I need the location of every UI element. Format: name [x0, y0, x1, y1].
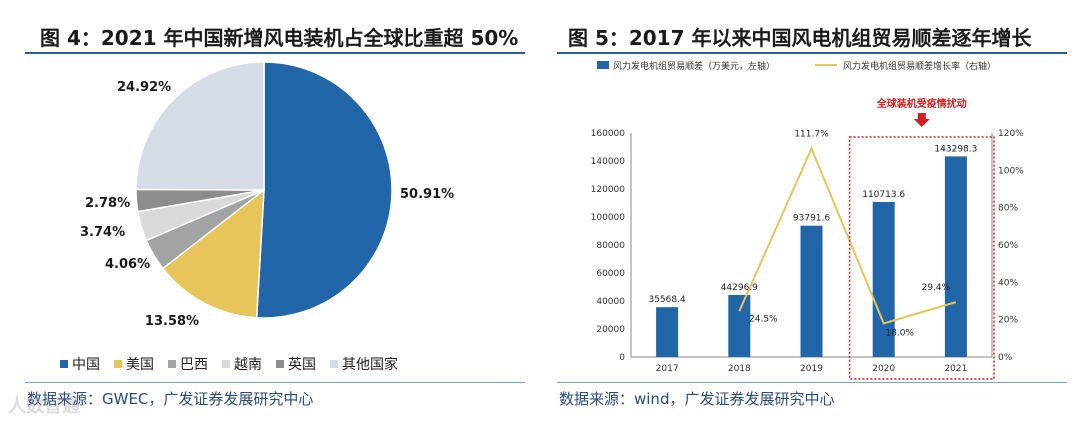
category-label-2017: 2017	[656, 364, 679, 374]
left-tick-label: 100000	[591, 213, 626, 223]
pie-legend-item-0: 中国	[60, 354, 100, 374]
pie-legend-item-1: 美国	[114, 354, 154, 374]
growth-label-2018: 24.5%	[749, 314, 778, 324]
bar-value-label-2021: 143298.3	[934, 144, 977, 154]
pie-legend-label-1: 美国	[126, 357, 154, 373]
growth-label-2019: 111.7%	[794, 129, 829, 139]
left-tick-label: 160000	[591, 129, 626, 139]
bar-value-label-2019: 93791.6	[793, 214, 830, 224]
pie-legend-swatch-4	[276, 360, 284, 368]
bar-source-note: 数据来源：wind，广发证券发展研究中心	[559, 390, 835, 408]
pie-slice-5	[135, 61, 265, 191]
pie-slice-1	[161, 188, 265, 319]
bar-2018	[728, 294, 751, 357]
pie-slice-label-2: 4.06%	[105, 257, 150, 272]
right-tick-label: 0%	[998, 353, 1013, 363]
category-label-2020: 2020	[872, 364, 895, 374]
pie-legend-swatch-1	[114, 360, 122, 368]
left-tick-label: 120000	[591, 185, 626, 195]
right-tick-label: 20%	[998, 316, 1018, 326]
watermark-text: 人数智通	[8, 396, 80, 417]
left-tick-label: 60000	[596, 269, 625, 279]
growth-label-2021: 29.4%	[922, 283, 951, 293]
pie-legend-item-5: 其他国家	[330, 354, 398, 374]
right-tick-label: 100%	[998, 166, 1024, 176]
left-tick-label: 20000	[596, 325, 625, 335]
growth-rate-line	[738, 145, 957, 325]
pie-legend-item-2: 巴西	[168, 354, 208, 374]
right-tick-label: 80%	[998, 204, 1018, 214]
bar-figure-title: 图 5：2017 年以来中国风电机组贸易顺差逐年增长	[568, 26, 1032, 50]
left-tick-label: 140000	[591, 157, 626, 167]
pie-legend-label-2: 巴西	[180, 357, 208, 373]
pie-slice-0	[255, 61, 393, 319]
pie-slice-label-0: 50.91%	[400, 187, 454, 202]
right-tick-label: 40%	[998, 278, 1018, 288]
pie-source-note: 数据来源：GWEC，广发证券发展研究中心	[27, 390, 314, 408]
bar-value-label-2018: 44296.9	[721, 283, 758, 293]
bar-value-label-2017: 35568.4	[648, 295, 685, 305]
pie-slice-label-1: 13.58%	[145, 314, 199, 329]
bar-chart-legend: 风力发电机组贸易顺差（万美元，左轴） 风力发电机组贸易顺差增长率（右轴）	[597, 60, 996, 72]
pie-chart: 50.91% 13.58% 4.06% 3.74% 2.78% 24.92%	[80, 61, 454, 329]
left-tick-label: 40000	[596, 297, 625, 307]
pie-figure-title: 图 4：2021 年中国新增风电装机占全球比重超 50%	[40, 26, 519, 50]
category-label-2018: 2018	[728, 364, 751, 374]
legend-label-line: 风力发电机组贸易顺差增长率（右轴）	[843, 60, 996, 72]
legend-swatch-bars	[597, 61, 609, 69]
bar-2021	[944, 156, 967, 357]
pie-legend-label-4: 英国	[288, 357, 316, 373]
right-tick-label: 120%	[998, 129, 1024, 139]
pie-legend-swatch-3	[222, 360, 230, 368]
bar-title-rule	[557, 52, 1067, 54]
category-label-2021: 2021	[944, 364, 967, 374]
pie-legend-label-5: 其他国家	[342, 357, 398, 373]
left-tick-label: 80000	[596, 241, 625, 251]
pie-legend-label-3: 越南	[234, 357, 262, 373]
legend-label-bars: 风力发电机组贸易顺差（万美元，左轴）	[613, 60, 775, 72]
bar-source-rule	[557, 382, 1067, 383]
pie-legend-swatch-5	[330, 360, 338, 368]
annotation-arrow-icon	[913, 113, 930, 127]
pie-figure-panel: 图 4：2021 年中国新增风电装机占全球比重超 50% 50.91% 13.58…	[0, 0, 535, 426]
pie-slice-label-4: 2.78%	[85, 196, 130, 211]
pie-legend-item-4: 英国	[276, 354, 316, 374]
pie-legend: 中国 美国 巴西 越南 英国 其他国家	[60, 354, 398, 374]
bar-line-chart: 风力发电机组贸易顺差（万美元，左轴） 风力发电机组贸易顺差增长率（右轴） 0 2000…	[591, 60, 1024, 380]
pie-legend-swatch-2	[168, 360, 176, 368]
bar-2019	[800, 225, 823, 357]
bar-2017	[656, 307, 679, 357]
pie-slice-label-3: 3.74%	[80, 225, 125, 240]
pie-legend-label-0: 中国	[72, 357, 100, 373]
pie-legend-item-3: 越南	[222, 354, 262, 374]
category-label-2019: 2019	[800, 364, 823, 374]
bar-figure-panel: 图 5：2017 年以来中国风电机组贸易顺差逐年增长 风力发电机组贸易顺差（万美…	[545, 0, 1080, 426]
pie-source-rule	[25, 382, 525, 383]
pie-slice-label-5: 24.92%	[117, 80, 171, 95]
pie-title-rule	[25, 52, 525, 54]
pie-legend-swatch-0	[60, 360, 68, 368]
bar-2020	[872, 202, 895, 357]
growth-label-2020: 18.0%	[885, 328, 914, 338]
left-tick-label: 0	[619, 353, 625, 363]
highlight-box	[848, 136, 995, 380]
bar-value-label-2020: 110713.6	[862, 190, 905, 200]
annotation-text: 全球装机受疫情扰动	[876, 97, 967, 110]
right-tick-label: 60%	[998, 241, 1018, 251]
